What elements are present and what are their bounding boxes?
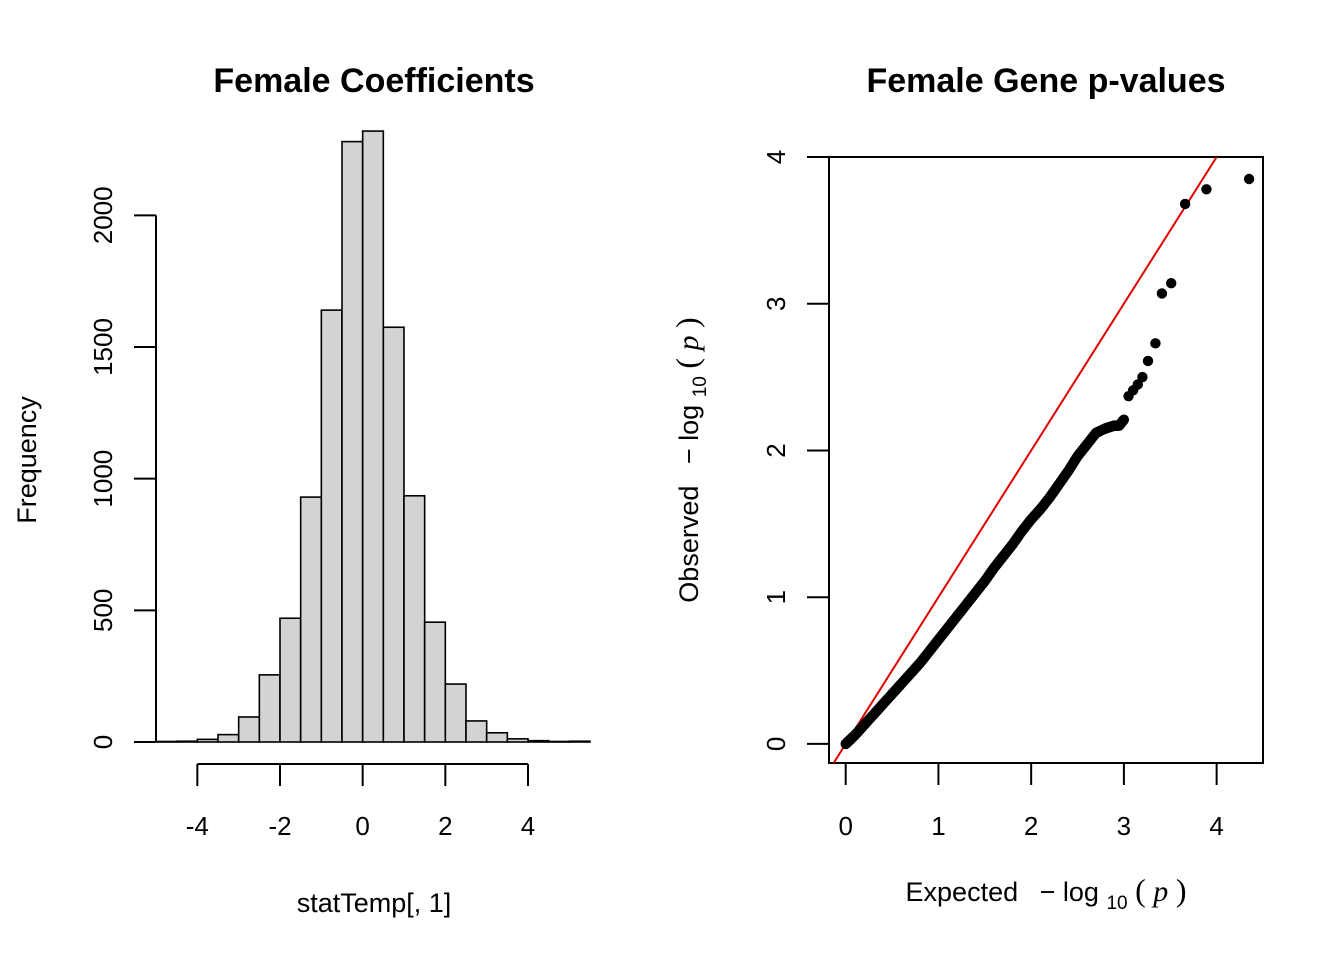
qq-point — [1137, 371, 1148, 383]
qq-point — [1243, 173, 1255, 185]
qq-point — [1179, 198, 1191, 210]
histogram-bar — [217, 733, 240, 743]
histogram-bar — [361, 130, 385, 743]
histogram-y-tick-label: 1000 — [88, 450, 118, 508]
histogram-x-tick-label: 0 — [355, 811, 369, 841]
histogram-bar — [320, 309, 343, 743]
histogram-y-tick-label: 1500 — [88, 318, 118, 376]
qq-x-label-prefix: Expected — [906, 877, 1019, 907]
histogram-y-tick-label: 0 — [88, 735, 118, 749]
histogram-bar — [547, 740, 571, 743]
qq-y-tick-label: 4 — [761, 150, 791, 164]
qq-reference-line — [832, 156, 1218, 764]
histogram-bar — [258, 674, 281, 743]
histogram-y-axis: 0 500 1000 1500 2000 — [88, 186, 157, 749]
qq-point — [1165, 277, 1177, 289]
qq-y-label-close: ) — [669, 317, 705, 328]
qq-y-label-prefix: Observed — [674, 486, 704, 603]
histogram-x-tick-label: 4 — [521, 811, 535, 841]
qq-x-label-var: p — [1151, 875, 1168, 908]
histogram-x-axis-label: statTemp[, 1] — [297, 888, 452, 918]
histogram-bar — [568, 740, 591, 743]
histogram-bar — [403, 494, 426, 743]
histogram-bars — [155, 130, 591, 743]
qq-y-tick-label: 2 — [761, 443, 791, 457]
qq-points — [840, 173, 1255, 750]
histogram-bar — [155, 740, 178, 743]
histogram-bar — [299, 496, 323, 743]
qq-x-axis-label: Expected − log 10 ( p ) — [906, 872, 1187, 915]
qq-y-tick-label: 1 — [761, 590, 791, 604]
histogram-bar — [237, 716, 261, 743]
histogram-bar — [423, 621, 447, 743]
qq-x-label-open: ( — [1135, 872, 1146, 908]
histogram-x-tick-label: -4 — [186, 811, 209, 841]
qq-plot-area — [832, 156, 1255, 764]
histogram-bar — [485, 731, 509, 743]
histogram-bar — [527, 739, 550, 743]
qq-y-label-log: log — [674, 405, 704, 441]
histogram-y-tick-label: 2000 — [88, 186, 118, 244]
qq-x-tick-label: 3 — [1117, 811, 1131, 841]
qq-y-label-var: p — [672, 335, 705, 352]
histogram-bar — [196, 738, 219, 743]
qq-x-tick-label: 2 — [1024, 811, 1038, 841]
histogram-bar — [506, 738, 529, 743]
qq-y-label-open: ( — [669, 358, 705, 369]
qq-x-axis: 0 1 2 3 4 — [838, 763, 1224, 841]
qq-x-tick-label: 1 — [931, 811, 945, 841]
qq-y-axis: 0 1 2 3 4 — [761, 150, 829, 751]
qq-x-tick-label: 0 — [838, 811, 852, 841]
qq-point — [1142, 355, 1154, 367]
qq-y-label-minus: − — [674, 448, 704, 464]
histogram-bar — [279, 617, 302, 743]
qq-x-tick-label: 4 — [1209, 811, 1223, 841]
histogram-bar — [341, 140, 364, 743]
histogram-x-tick-label: 2 — [438, 811, 452, 841]
histogram-x-tick-label: -2 — [268, 811, 291, 841]
histogram-bar — [175, 740, 199, 743]
qq-y-tick-label: 3 — [761, 296, 791, 310]
qq-x-label-base: 10 — [1106, 893, 1127, 914]
qq-y-axis-label: Observed − log 10 ( p ) — [669, 317, 712, 602]
qq-point — [1150, 338, 1161, 349]
qq-point — [1118, 414, 1130, 425]
histogram-bar — [444, 683, 467, 743]
histogram-y-tick-label: 500 — [88, 589, 118, 632]
qq-point — [1156, 288, 1168, 299]
histogram-y-axis-label: Frequency — [12, 396, 42, 524]
qq-point — [1201, 184, 1212, 195]
histogram-title: Female Coefficients — [213, 62, 534, 100]
histogram-x-axis: -4 -2 0 2 4 — [186, 763, 535, 841]
qq-x-label-close: ) — [1176, 872, 1187, 908]
qq-plot-frame — [828, 156, 1264, 764]
qq-plot-title: Female Gene p-values — [866, 62, 1225, 100]
qq-plot-panel: Female Gene p-values 0 1 2 3 4 0 1 2 3 4 Expecte… — [669, 62, 1264, 915]
qq-y-tick-label: 0 — [761, 737, 791, 751]
histogram-bar — [465, 720, 488, 743]
qq-x-label-log: log — [1063, 877, 1099, 907]
histogram-bar — [382, 326, 405, 743]
qq-x-label-minus: − — [1040, 877, 1056, 907]
qq-y-label-base: 10 — [690, 376, 711, 397]
